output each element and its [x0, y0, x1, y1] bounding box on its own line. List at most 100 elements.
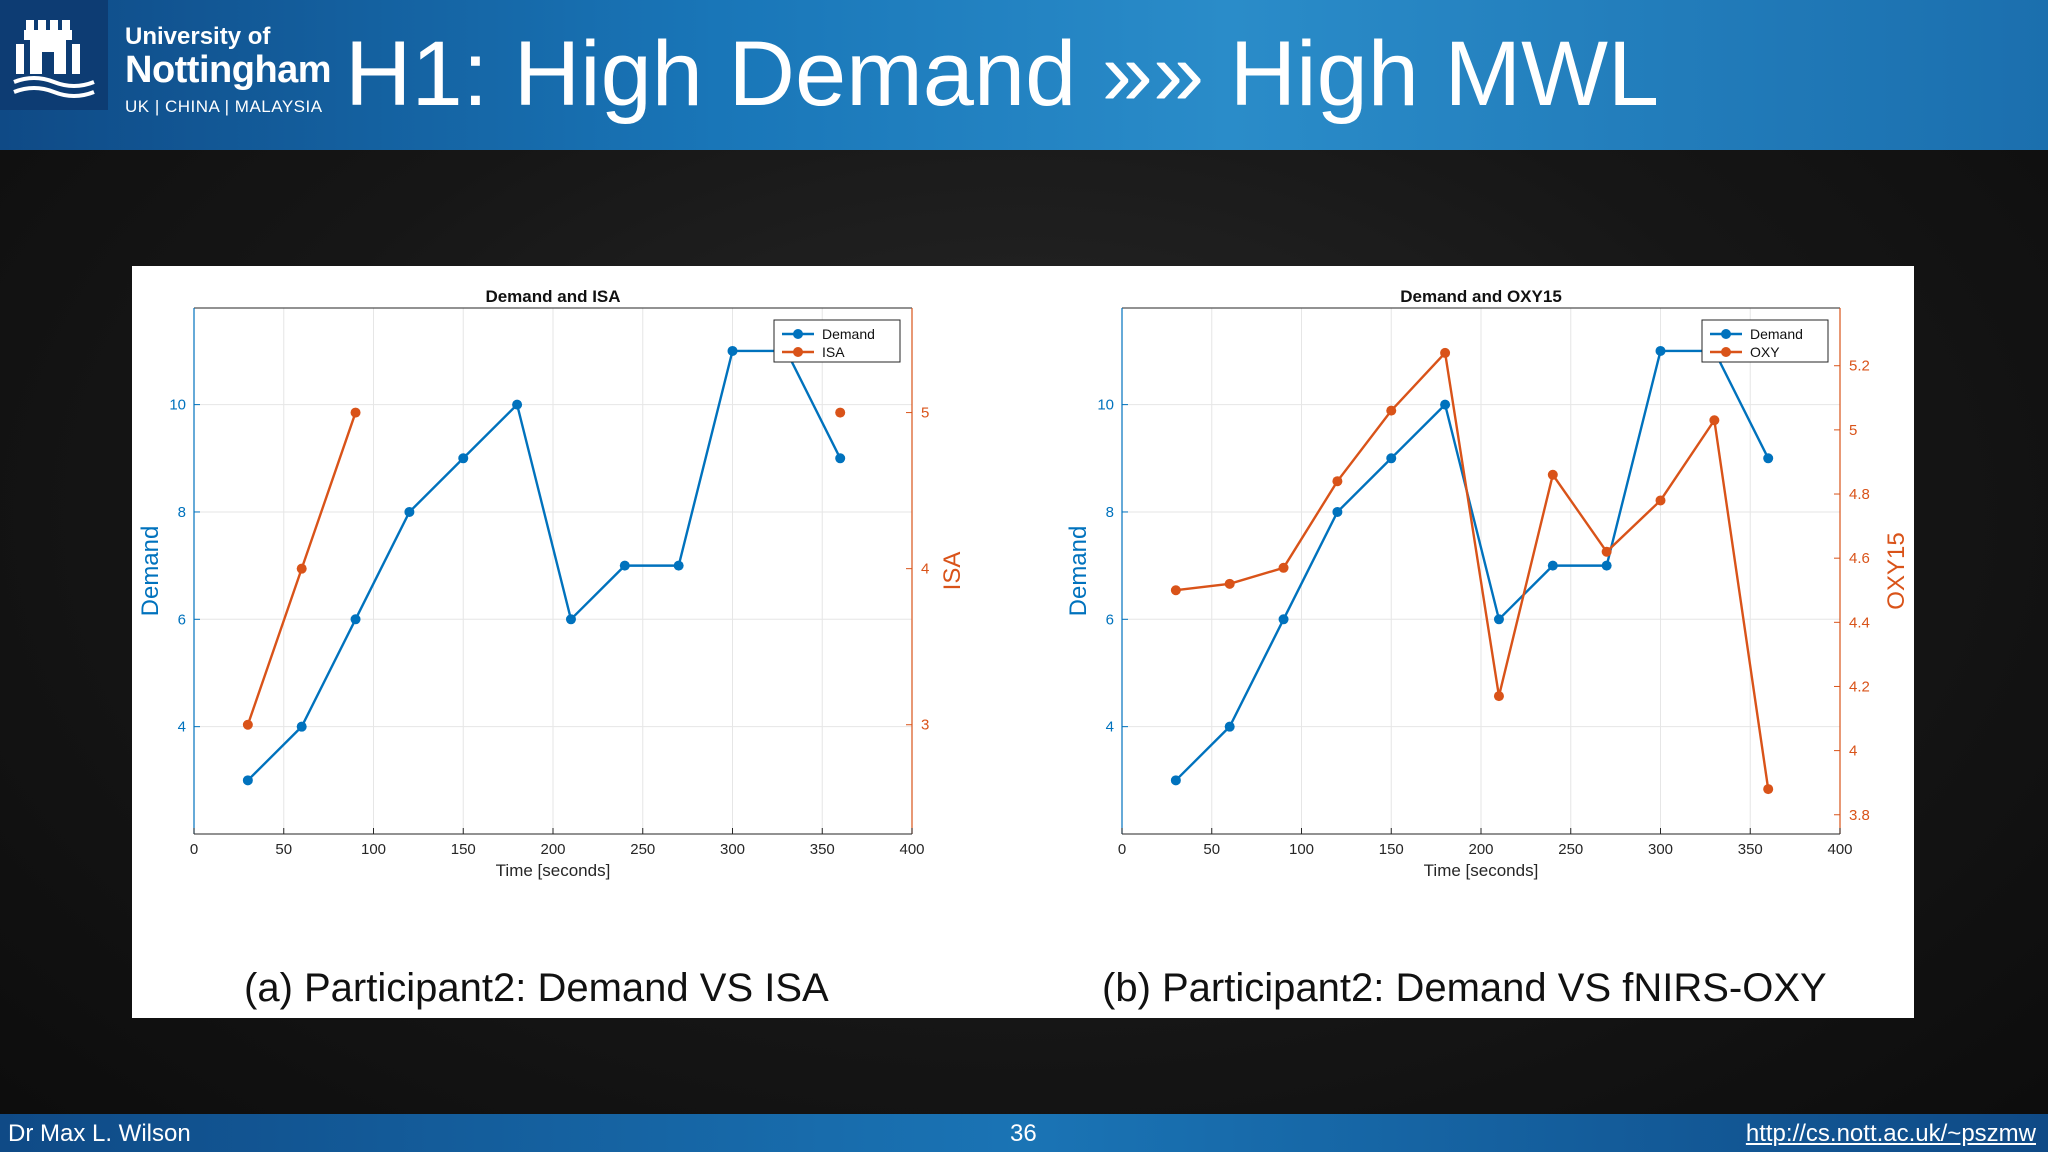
- legend-label: Demand: [822, 326, 875, 342]
- y-right-tick-label: 5: [921, 405, 929, 422]
- y-left-axis-label: Demand: [1065, 526, 1092, 617]
- page-number: 36: [1010, 1120, 1037, 1147]
- y-right-tick-label: 5.2: [1849, 358, 1870, 375]
- y-right-tick-label: 4.8: [1849, 486, 1870, 503]
- data-point-demand: [512, 399, 523, 410]
- slide-header: University of Nottingham UK | CHINA | MA…: [0, 0, 2048, 150]
- data-point-demand: [1386, 453, 1397, 464]
- data-point-demand: [1440, 399, 1451, 410]
- data-point-isa: [242, 719, 253, 730]
- y-right-tick-label: 5: [1849, 422, 1857, 439]
- x-tick-label: 200: [1468, 841, 1493, 858]
- data-point-oxy: [1547, 469, 1558, 480]
- slide-title: H1: High Demand »» High MWL: [345, 23, 1660, 125]
- data-point-oxy: [1278, 562, 1289, 573]
- chart-legend: Demand ISA: [773, 319, 901, 363]
- university-wordmark: University of Nottingham UK | CHINA | MA…: [125, 23, 332, 118]
- y-right-tick-label: 3: [921, 717, 929, 734]
- data-point-demand: [404, 506, 415, 517]
- footer-author: Dr Max L. Wilson: [8, 1120, 191, 1147]
- data-point-demand: [350, 614, 361, 625]
- x-tick-label: 0: [190, 841, 198, 858]
- y-left-axis-label: Demand: [137, 526, 164, 617]
- x-tick-label: 350: [810, 841, 835, 858]
- y-right-tick-label: 3.8: [1849, 807, 1870, 824]
- chart-title: Demand and ISA: [485, 287, 620, 306]
- data-point-demand: [727, 345, 738, 356]
- caption-a: (a) Participant2: Demand VS ISA: [244, 966, 829, 1010]
- x-tick-label: 250: [630, 841, 655, 858]
- campus-text: UK | CHINA | MALAYSIA: [125, 97, 323, 116]
- x-tick-label: 300: [720, 841, 745, 858]
- data-point-demand: [1493, 614, 1504, 625]
- data-point-oxy: [1601, 546, 1612, 557]
- data-point-demand: [1547, 560, 1558, 571]
- x-tick-label: 150: [451, 841, 476, 858]
- slide-footer: Dr Max L. Wilson 36 http://cs.nott.ac.uk…: [0, 1114, 2048, 1152]
- chart-1: 0 50 100 150 200 250 300 350 400 4 6 8 10 3 4 5 Demand a…: [137, 287, 966, 880]
- data-point-oxy: [1493, 691, 1504, 702]
- series-line-demand: [1175, 349, 1770, 782]
- x-axis-label: Time [seconds]: [496, 861, 611, 880]
- y-left-tick-label: 10: [1097, 397, 1114, 414]
- data-point-demand: [1655, 345, 1666, 356]
- data-point-oxy: [1224, 578, 1235, 589]
- x-tick-label: 50: [1203, 841, 1220, 858]
- university-logo: [0, 0, 108, 110]
- nottingham-text: Nottingham: [125, 49, 332, 91]
- chart-legend: Demand OXY: [1701, 319, 1829, 363]
- y-left-tick-label: 6: [1106, 611, 1114, 628]
- data-point-oxy: [1763, 784, 1774, 795]
- footer-url-link[interactable]: http://cs.nott.ac.uk/~pszmw: [1745, 1120, 2036, 1147]
- data-point-demand: [458, 453, 469, 464]
- legend-swatch-marker: [793, 347, 803, 357]
- university-of-text: University of: [125, 23, 271, 50]
- data-point-demand: [1278, 614, 1289, 625]
- x-tick-label: 350: [1738, 841, 1763, 858]
- castle-crest-icon: [13, 20, 95, 98]
- legend-swatch-marker: [793, 329, 803, 339]
- y-right-tick-label: 4.4: [1849, 614, 1870, 631]
- x-tick-label: 50: [275, 841, 292, 858]
- legend-label: Demand: [1750, 326, 1803, 342]
- data-point-demand: [1170, 775, 1181, 786]
- data-point-demand: [565, 614, 576, 625]
- x-tick-label: 100: [361, 841, 386, 858]
- x-tick-label: 400: [899, 841, 924, 858]
- y-left-tick-label: 10: [169, 397, 186, 414]
- x-tick-label: 200: [540, 841, 565, 858]
- series-line-oxy: [1175, 350, 1770, 790]
- x-axis-label: Time [seconds]: [1424, 861, 1539, 880]
- data-point-oxy: [1709, 415, 1720, 426]
- legend-swatch-marker: [1721, 347, 1731, 357]
- data-point-isa: [350, 407, 361, 418]
- data-point-demand: [1763, 453, 1774, 464]
- chart-title: Demand and OXY15: [1400, 287, 1562, 306]
- y-left-tick-label: 4: [1106, 719, 1114, 736]
- data-point-oxy: [1386, 405, 1397, 416]
- data-point-oxy: [1440, 347, 1451, 358]
- data-point-demand: [296, 721, 307, 732]
- data-point-isa: [296, 563, 307, 574]
- x-tick-label: 100: [1289, 841, 1314, 858]
- chart-2: 0 50 100 150 200 250 300 350 400 4 6 8 10 3.8 4 4.2 4.4 4…: [1065, 287, 1910, 880]
- y-right-axis-label: OXY15: [1883, 532, 1910, 609]
- figure-panel: 0 50 100 150 200 250 300 350 400 4 6 8 10 3 4 5 Demand a…: [132, 266, 1914, 1018]
- data-point-isa: [835, 407, 846, 418]
- legend-swatch-marker: [1721, 329, 1731, 339]
- data-point-oxy: [1655, 495, 1666, 506]
- y-right-tick-label: 4: [921, 561, 929, 578]
- y-left-tick-label: 6: [178, 611, 186, 628]
- x-tick-label: 250: [1558, 841, 1583, 858]
- data-point-demand: [673, 560, 684, 571]
- y-right-tick-label: 4: [1849, 743, 1857, 760]
- series-line-demand: [247, 349, 842, 782]
- x-tick-label: 0: [1118, 841, 1126, 858]
- legend-label: OXY: [1750, 344, 1780, 360]
- y-right-tick-label: 4.6: [1849, 550, 1870, 567]
- data-point-demand: [619, 560, 630, 571]
- x-tick-label: 150: [1379, 841, 1404, 858]
- data-point-oxy: [1332, 476, 1343, 487]
- x-tick-label: 400: [1827, 841, 1852, 858]
- y-right-tick-label: 4.2: [1849, 678, 1870, 695]
